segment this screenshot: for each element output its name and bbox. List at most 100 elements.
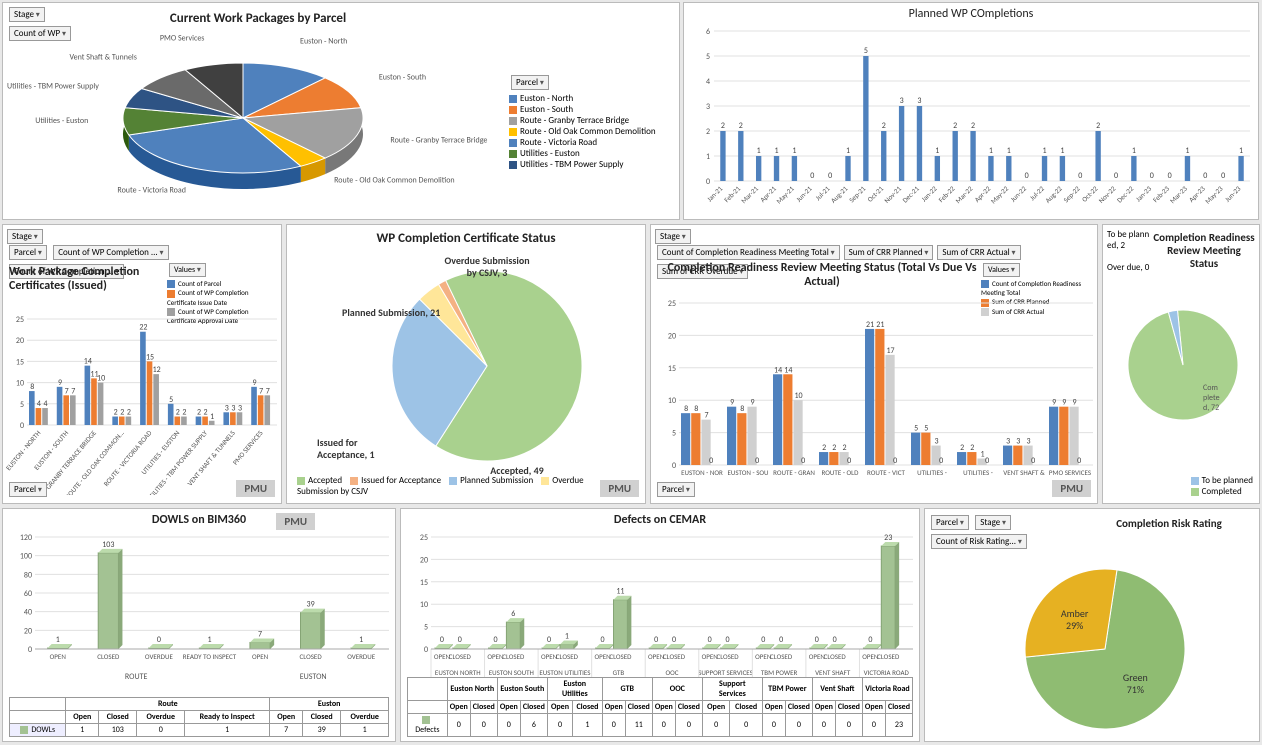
chart-defects: 05101520250OPEN0CLOSEDEUSTON NORTH0OPEN6… xyxy=(401,529,921,689)
svg-text:Nov-21: Nov-21 xyxy=(882,184,903,205)
svg-text:PMO SERVICES: PMO SERVICES xyxy=(1049,468,1091,477)
title-crr-pie: Completion Readiness Review Meeting Stat… xyxy=(1153,231,1255,270)
title-wpcc: Work Package Completion Certificates (Is… xyxy=(9,265,169,293)
svg-text:0: 0 xyxy=(672,461,676,471)
svg-text:Sep-22: Sep-22 xyxy=(1061,184,1082,205)
filter-parcel-4[interactable]: Parcel xyxy=(657,482,695,497)
svg-text:15: 15 xyxy=(146,352,154,362)
crr-pie-side-labels: To be plann ed, 2Over due, 0 xyxy=(1107,229,1159,273)
svg-text:0: 0 xyxy=(815,635,819,645)
svg-text:VENT SHAFT &: VENT SHAFT & xyxy=(1003,468,1045,477)
svg-text:20: 20 xyxy=(16,336,24,346)
filter-stage-2[interactable]: Stage xyxy=(7,229,43,244)
svg-text:SUPPORT SERVICES: SUPPORT SERVICES xyxy=(698,668,753,677)
legend-crr-pie: To be plannedCompleted xyxy=(1191,475,1253,497)
badge-pmu-4: PMU xyxy=(276,513,315,530)
svg-text:4: 4 xyxy=(44,399,48,409)
svg-text:0: 0 xyxy=(755,456,759,466)
filter-stage-3[interactable]: Stage xyxy=(655,229,691,244)
svg-text:8: 8 xyxy=(694,404,698,414)
svg-text:CLOSED: CLOSED xyxy=(609,652,632,661)
svg-text:5: 5 xyxy=(169,395,173,405)
svg-text:Utilities - Euston: Utilities - Euston xyxy=(35,116,88,126)
svg-text:9: 9 xyxy=(1073,398,1077,408)
panel-planned-wp: Planned WP COmpletions 01234562Jan-212Fe… xyxy=(683,2,1259,220)
svg-text:1: 1 xyxy=(1239,146,1243,156)
svg-text:3: 3 xyxy=(917,96,921,106)
filter-crr[interactable]: Sum of CRR Actual xyxy=(937,245,1020,260)
svg-text:40: 40 xyxy=(24,608,32,618)
svg-text:2: 2 xyxy=(204,408,208,418)
svg-text:3: 3 xyxy=(1006,437,1010,447)
svg-text:1: 1 xyxy=(210,412,214,422)
legend-parcel-pie: Parcel Euston - NorthEuston - SouthRoute… xyxy=(509,83,669,170)
svg-text:ROUTE - VICTORIA ROAD: ROUTE - VICTORIA ROAD xyxy=(102,428,154,488)
svg-text:0: 0 xyxy=(726,635,730,645)
filter-parcel-2[interactable]: Parcel xyxy=(9,245,47,260)
svg-text:CLOSED: CLOSED xyxy=(97,652,120,661)
svg-text:17: 17 xyxy=(887,346,895,356)
svg-text:2: 2 xyxy=(971,121,975,131)
svg-text:EUSTON NORTH: EUSTON NORTH xyxy=(435,668,481,677)
svg-text:Jun-23: Jun-23 xyxy=(1223,184,1243,204)
svg-text:71%: 71% xyxy=(1127,683,1144,696)
filter-parcel-5[interactable]: Parcel xyxy=(931,515,969,530)
svg-text:0: 0 xyxy=(1221,171,1225,181)
svg-text:5: 5 xyxy=(672,429,676,439)
svg-text:20: 20 xyxy=(24,626,32,636)
svg-text:Jan-23: Jan-23 xyxy=(1134,184,1154,204)
svg-text:0: 0 xyxy=(424,645,428,655)
svg-text:3: 3 xyxy=(225,403,229,413)
svg-text:0: 0 xyxy=(1078,171,1082,181)
svg-text:Dec-22: Dec-22 xyxy=(1115,184,1136,205)
svg-text:0: 0 xyxy=(706,177,710,187)
svg-text:1: 1 xyxy=(1132,146,1136,156)
svg-text:1: 1 xyxy=(935,146,939,156)
svg-text:0: 0 xyxy=(709,456,713,466)
filter-values-2[interactable]: Values xyxy=(983,263,1020,277)
svg-text:60: 60 xyxy=(24,589,32,599)
svg-text:2: 2 xyxy=(739,121,743,131)
svg-text:0: 0 xyxy=(810,171,814,181)
svg-text:EUSTON SOUTH: EUSTON SOUTH xyxy=(489,668,534,677)
svg-text:0: 0 xyxy=(601,635,605,645)
svg-text:9: 9 xyxy=(730,398,734,408)
svg-text:5: 5 xyxy=(924,424,928,434)
svg-text:May-23: May-23 xyxy=(1203,184,1225,206)
svg-text:9: 9 xyxy=(252,378,256,388)
chart-parcel-pie: Euston - NorthEuston - SouthRoute - Gran… xyxy=(3,13,513,213)
svg-text:1: 1 xyxy=(56,635,60,645)
svg-text:2: 2 xyxy=(127,408,131,418)
filter-parcel[interactable]: Parcel xyxy=(511,75,549,90)
svg-text:0: 0 xyxy=(20,421,24,431)
panel-wp-cert-status: WP Completion Certificate Status Overdue… xyxy=(286,224,646,504)
filter-parcel-3[interactable]: Parcel xyxy=(9,482,47,497)
svg-text:9: 9 xyxy=(1062,398,1066,408)
svg-text:CLOSED: CLOSED xyxy=(502,652,525,661)
svg-text:3: 3 xyxy=(231,403,235,413)
svg-text:5: 5 xyxy=(706,52,710,62)
filter-values[interactable]: Values xyxy=(169,263,206,277)
svg-text:3: 3 xyxy=(935,437,939,447)
svg-text:Mar-21: Mar-21 xyxy=(739,184,760,205)
svg-text:0: 0 xyxy=(939,456,943,466)
svg-text:CLOSED: CLOSED xyxy=(663,652,686,661)
filter-crr[interactable]: Sum of CRR Planned xyxy=(844,245,934,260)
svg-text:7: 7 xyxy=(259,386,263,396)
filter-crr[interactable]: Count of Completion Readiness Meeting To… xyxy=(657,245,840,260)
svg-text:25: 25 xyxy=(668,299,676,309)
filter-stage-4[interactable]: Stage xyxy=(975,515,1011,530)
svg-text:10: 10 xyxy=(668,396,676,406)
svg-text:2: 2 xyxy=(953,121,957,131)
svg-text:Feb-23: Feb-23 xyxy=(1151,184,1171,204)
filter-compl-1[interactable]: Count of WP Completion ... xyxy=(53,245,168,260)
svg-text:2: 2 xyxy=(970,443,974,453)
svg-text:May-22: May-22 xyxy=(989,184,1011,206)
chart-wpcc: 0510152025844EUSTON - NORTH977EUSTON - S… xyxy=(3,315,283,495)
svg-text:Euston - North: Euston - North xyxy=(300,37,347,47)
svg-text:ROUTE - GRAN: ROUTE - GRAN xyxy=(773,468,815,477)
svg-text:READY TO INSPECT: READY TO INSPECT xyxy=(183,652,237,661)
svg-text:0: 0 xyxy=(761,635,765,645)
svg-text:0: 0 xyxy=(1025,171,1029,181)
svg-text:2: 2 xyxy=(176,408,180,418)
